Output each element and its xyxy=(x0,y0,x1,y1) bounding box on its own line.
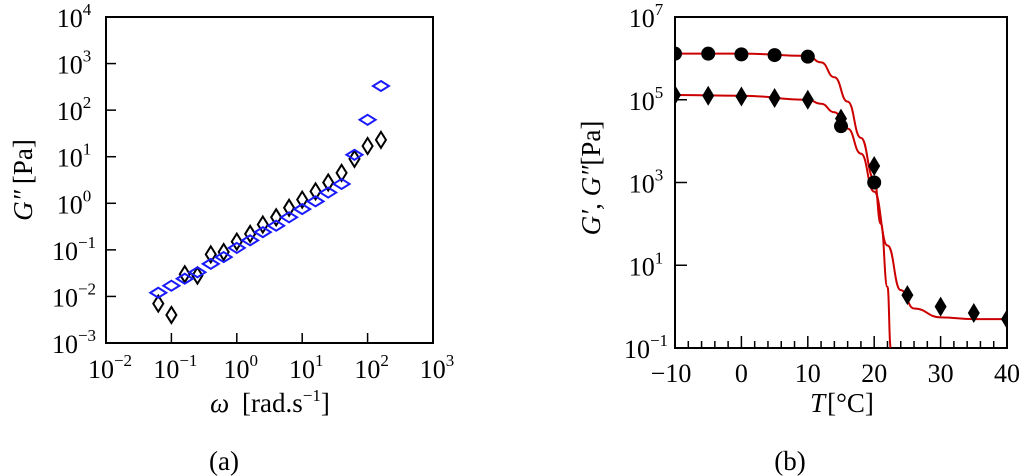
data-point xyxy=(266,219,287,232)
data-point xyxy=(801,89,814,110)
panel-a-chart: 10−2 10−1 100 101 102 10310−310−210−110010110… xyxy=(8,0,454,476)
data-point xyxy=(152,293,165,314)
data-point xyxy=(269,207,283,228)
data-point xyxy=(161,279,182,292)
y-tick-label: 10−1 xyxy=(624,331,668,364)
y-tick-label: 10−2 xyxy=(52,279,96,312)
data-point xyxy=(331,177,352,191)
y-tick-label: 10−3 xyxy=(52,326,96,359)
data-point xyxy=(148,286,169,299)
x-tick-label: −10 xyxy=(651,359,692,388)
data-point xyxy=(243,224,257,244)
data-point xyxy=(309,181,322,202)
data-point xyxy=(702,85,715,106)
x-tick-label: 30 xyxy=(928,359,954,388)
data-point xyxy=(371,79,391,93)
data-point xyxy=(867,175,882,190)
data-point xyxy=(800,49,815,64)
panel-a-frame xyxy=(105,16,434,344)
x-tick-label: 102 xyxy=(354,351,389,384)
data-point xyxy=(934,296,947,317)
y-tick-label: 101 xyxy=(629,248,664,281)
panel-b-data-points xyxy=(675,46,1007,330)
data-point xyxy=(901,285,914,306)
x-tick-label: 10 xyxy=(795,359,821,388)
panel-b-frame xyxy=(674,16,1008,349)
data-point xyxy=(230,231,243,252)
data-point xyxy=(868,156,881,177)
x-tick-label: 10−2 xyxy=(88,351,132,384)
x-tick-label: 0 xyxy=(735,359,748,388)
data-point xyxy=(768,88,781,109)
y-tick-label: 107 xyxy=(629,0,664,33)
x-tick-label: 103 xyxy=(420,351,455,384)
panel-b-y-axis-label: G′, G″[Pa] xyxy=(576,121,606,236)
data-point xyxy=(335,162,348,183)
data-point xyxy=(767,48,782,63)
panel-a-y-axis-label: G″[Pa] xyxy=(8,139,38,221)
data-point xyxy=(348,148,361,169)
y-tick-label: 101 xyxy=(57,140,92,173)
y-tick-label: 102 xyxy=(57,93,92,126)
panel-a-tick-labels: 10−2 10−1 100 101 102 10310−310−210−110010110… xyxy=(52,0,454,384)
y-tick-label: 100 xyxy=(57,186,92,219)
panel-a-ticks xyxy=(106,62,369,343)
data-point xyxy=(217,242,230,262)
panel-b-x-axis-label: T[°C] xyxy=(810,388,874,418)
data-point xyxy=(735,86,748,107)
data-point xyxy=(292,202,313,216)
data-point xyxy=(361,136,374,156)
data-point xyxy=(318,186,339,199)
data-point xyxy=(200,257,221,271)
x-tick-label: 10−1 xyxy=(153,351,197,384)
data-point xyxy=(675,85,681,106)
data-point xyxy=(204,244,217,265)
y-tick-label: 103 xyxy=(629,166,664,199)
x-tick-label: 40 xyxy=(994,359,1020,388)
data-point xyxy=(322,172,335,193)
y-tick-label: 10−1 xyxy=(52,233,96,266)
y-tick-label: 104 xyxy=(57,0,92,33)
data-point xyxy=(178,264,191,285)
data-point xyxy=(282,197,296,218)
data-point xyxy=(279,211,299,224)
panel-b-ticks xyxy=(675,99,995,348)
panel-a-caption: (a) xyxy=(209,446,239,476)
x-tick-label: 100 xyxy=(224,351,258,384)
data-point xyxy=(240,234,261,247)
data-point xyxy=(256,214,270,235)
panel-b-caption: (b) xyxy=(774,446,805,476)
data-point xyxy=(357,113,378,126)
panel-a-x-axis-label: ω [rad.s−1] xyxy=(210,386,330,418)
data-point xyxy=(675,46,682,61)
data-point xyxy=(296,189,309,210)
data-point xyxy=(1001,309,1007,330)
panel-b-tick-labels: −10 0 10 20 30 40 10−1 101 103 105 107 xyxy=(624,0,1020,388)
data-point xyxy=(165,305,178,325)
data-point xyxy=(967,303,980,324)
data-point xyxy=(374,129,388,150)
data-point xyxy=(835,108,847,129)
panel-b-fit-curves xyxy=(675,52,1007,348)
panel-a-data-points xyxy=(148,79,391,325)
data-point xyxy=(191,265,204,286)
data-point xyxy=(213,250,234,264)
data-point xyxy=(226,241,247,255)
data-point xyxy=(701,46,716,61)
data-point xyxy=(174,272,195,285)
data-point xyxy=(252,225,273,239)
data-point xyxy=(187,266,208,279)
data-point xyxy=(305,195,326,208)
x-tick-label: 101 xyxy=(289,351,324,384)
y-tick-label: 103 xyxy=(57,47,92,80)
y-tick-label: 105 xyxy=(629,83,664,116)
data-point xyxy=(344,148,365,161)
x-tick-label: 20 xyxy=(861,359,887,388)
data-point xyxy=(734,47,749,62)
